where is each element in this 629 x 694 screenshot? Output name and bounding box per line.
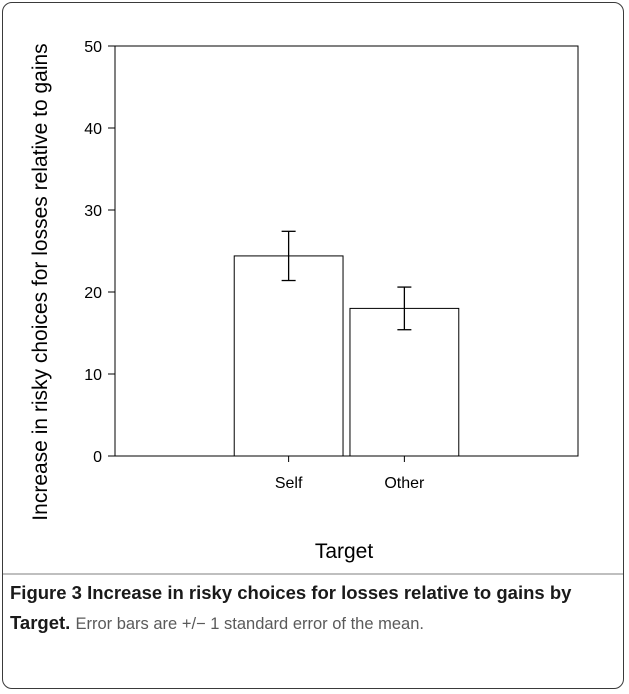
bar-self (233, 255, 344, 457)
caption-title: Increase in risky choices for losses rel… (10, 582, 572, 633)
caption-note: Error bars are +/− 1 standard error of t… (75, 615, 424, 633)
y-tick-label: 0 (93, 449, 102, 466)
x-tick-label-other: Other (384, 475, 425, 492)
bar-other (349, 307, 460, 457)
y-tick-label: 40 (84, 121, 102, 138)
y-tick-label: 50 (84, 39, 102, 56)
caption-label: Figure 3 (10, 582, 82, 603)
y-tick-label: 10 (84, 367, 102, 384)
x-axis-label: Target (315, 540, 374, 563)
plot-frame (114, 45, 579, 457)
caption-divider (3, 573, 623, 575)
y-axis-label: Increase in risky choices for losses rel… (29, 43, 52, 520)
x-tick-label-self: Self (275, 475, 303, 492)
figure-caption: Figure 3 Increase in risky choices for l… (10, 578, 618, 639)
y-tick-label: 20 (84, 285, 102, 302)
y-tick-label: 30 (84, 203, 102, 220)
